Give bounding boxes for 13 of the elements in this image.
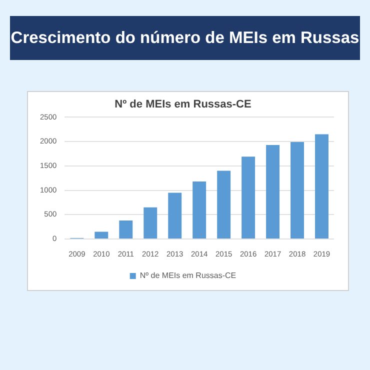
bar bbox=[266, 144, 280, 238]
chart-subtitle: Nº de MEIs em Russas-CE bbox=[114, 98, 252, 111]
legend-label: Nº de MEIs em Russas-CE bbox=[140, 271, 236, 280]
bar bbox=[119, 220, 133, 238]
bar bbox=[192, 182, 206, 238]
bar bbox=[94, 232, 108, 238]
bar bbox=[290, 142, 304, 238]
bar bbox=[144, 207, 158, 238]
bar bbox=[217, 170, 231, 238]
bar bbox=[315, 134, 328, 238]
bar bbox=[168, 192, 182, 238]
chart-title: Crescimento do número de MEIs em Russas bbox=[10, 16, 360, 60]
bar bbox=[242, 156, 256, 238]
